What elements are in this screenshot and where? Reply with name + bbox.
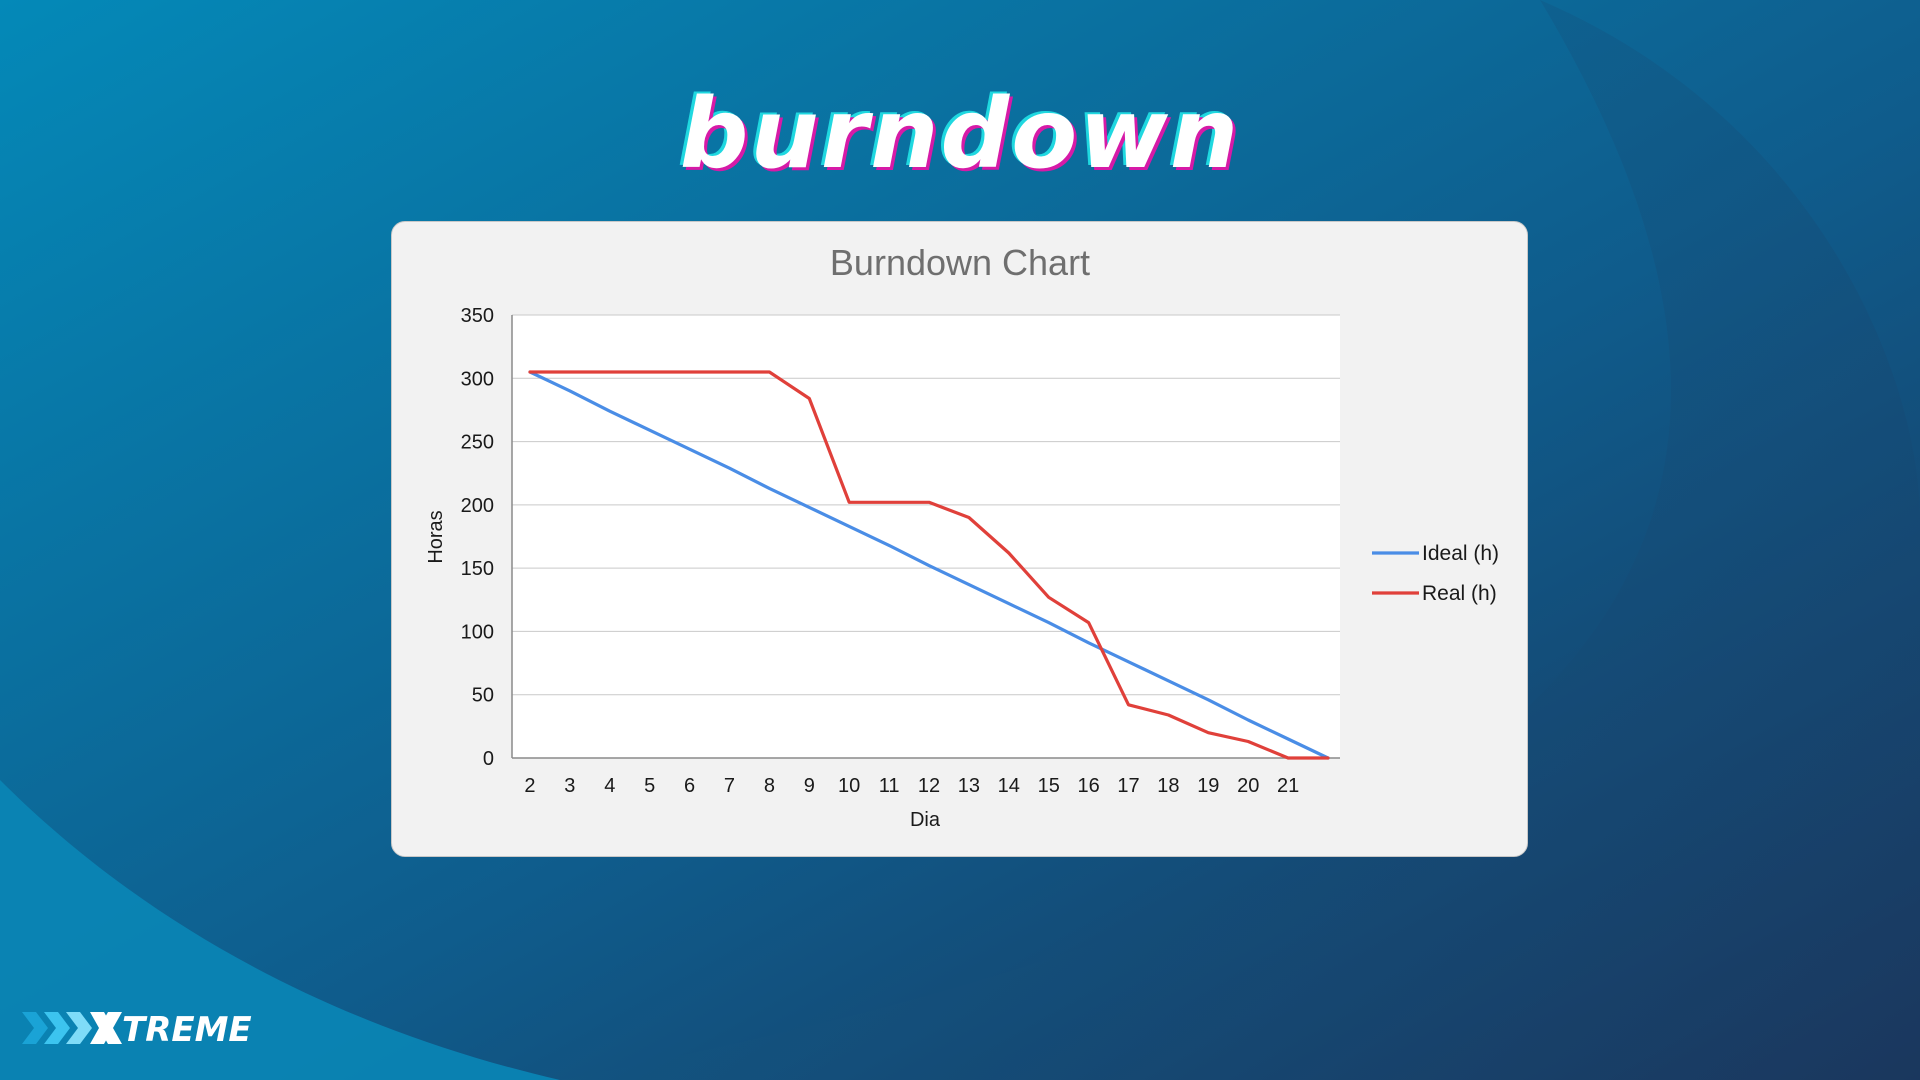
y-tick-label: 150 [461, 558, 494, 580]
slide-title: burndown [679, 78, 1241, 190]
x-tick-label: 5 [644, 775, 655, 797]
ideal-series-line [528, 370, 1330, 760]
legend-item-ideal: Ideal (h) [1372, 542, 1499, 565]
xtreme-logo: TREME [22, 1010, 252, 1048]
series-lines [528, 370, 1330, 760]
x-tick-label: 8 [764, 775, 775, 797]
y-tick-label: 250 [461, 432, 494, 454]
x-tick-label: 19 [1197, 775, 1219, 797]
x-tick-label: 13 [958, 775, 980, 797]
x-tick-label: 4 [604, 775, 615, 797]
y-tick-label: 100 [461, 621, 494, 643]
legend: Ideal (h) Real (h) [1372, 542, 1499, 605]
gridlines [511, 314, 1340, 759]
y-tick-label: 50 [472, 685, 494, 707]
x-tick-label: 7 [724, 775, 735, 797]
burndown-chart: Burndown Chart 0 50 100 150 200 250 300 350 2 3 4… [425, 242, 1499, 831]
real-series-line [528, 370, 1330, 760]
x-tick-label: 10 [838, 775, 860, 797]
x-tick-label: 20 [1237, 775, 1259, 797]
x-tick-labels: 2 3 4 5 6 7 8 9 10 11 12 13 14 15 16 17 18 19 20 21 [524, 775, 1299, 797]
x-tick-label: 17 [1117, 775, 1139, 797]
legend-item-real: Real (h) [1372, 582, 1497, 605]
y-tick-label: 300 [461, 368, 494, 390]
chart-title: Burndown Chart [830, 242, 1090, 283]
x-tick-label: 11 [879, 775, 900, 797]
y-tick-label: 200 [461, 495, 494, 517]
x-tick-label: 14 [998, 775, 1020, 797]
x-axis-label: Dia [910, 809, 941, 831]
x-tick-label: 16 [1077, 775, 1099, 797]
background-arc-corner [0, 780, 560, 1080]
logo-chevron-icon [22, 1012, 122, 1044]
legend-label: Ideal (h) [1422, 542, 1499, 565]
x-tick-label: 21 [1277, 775, 1299, 797]
y-axis-label: Horas [425, 510, 447, 563]
chart-panel: Burndown Chart 0 50 100 150 200 250 300 350 2 3 4… [391, 221, 1528, 857]
x-tick-label: 15 [1038, 775, 1060, 797]
legend-label: Real (h) [1422, 582, 1497, 605]
x-tick-label: 3 [564, 775, 575, 797]
logo-text: TREME [122, 1010, 252, 1048]
x-tick-label: 6 [684, 775, 695, 797]
x-tick-label: 9 [804, 775, 815, 797]
plot-area [512, 315, 1340, 758]
y-tick-labels: 0 50 100 150 200 250 300 350 [461, 305, 494, 770]
x-tick-label: 12 [918, 775, 940, 797]
background-arc-large [560, 0, 1920, 1080]
x-tick-label: 18 [1157, 775, 1179, 797]
y-tick-label: 0 [483, 748, 494, 770]
x-tick-label: 2 [524, 775, 535, 797]
y-tick-label: 350 [461, 305, 494, 327]
